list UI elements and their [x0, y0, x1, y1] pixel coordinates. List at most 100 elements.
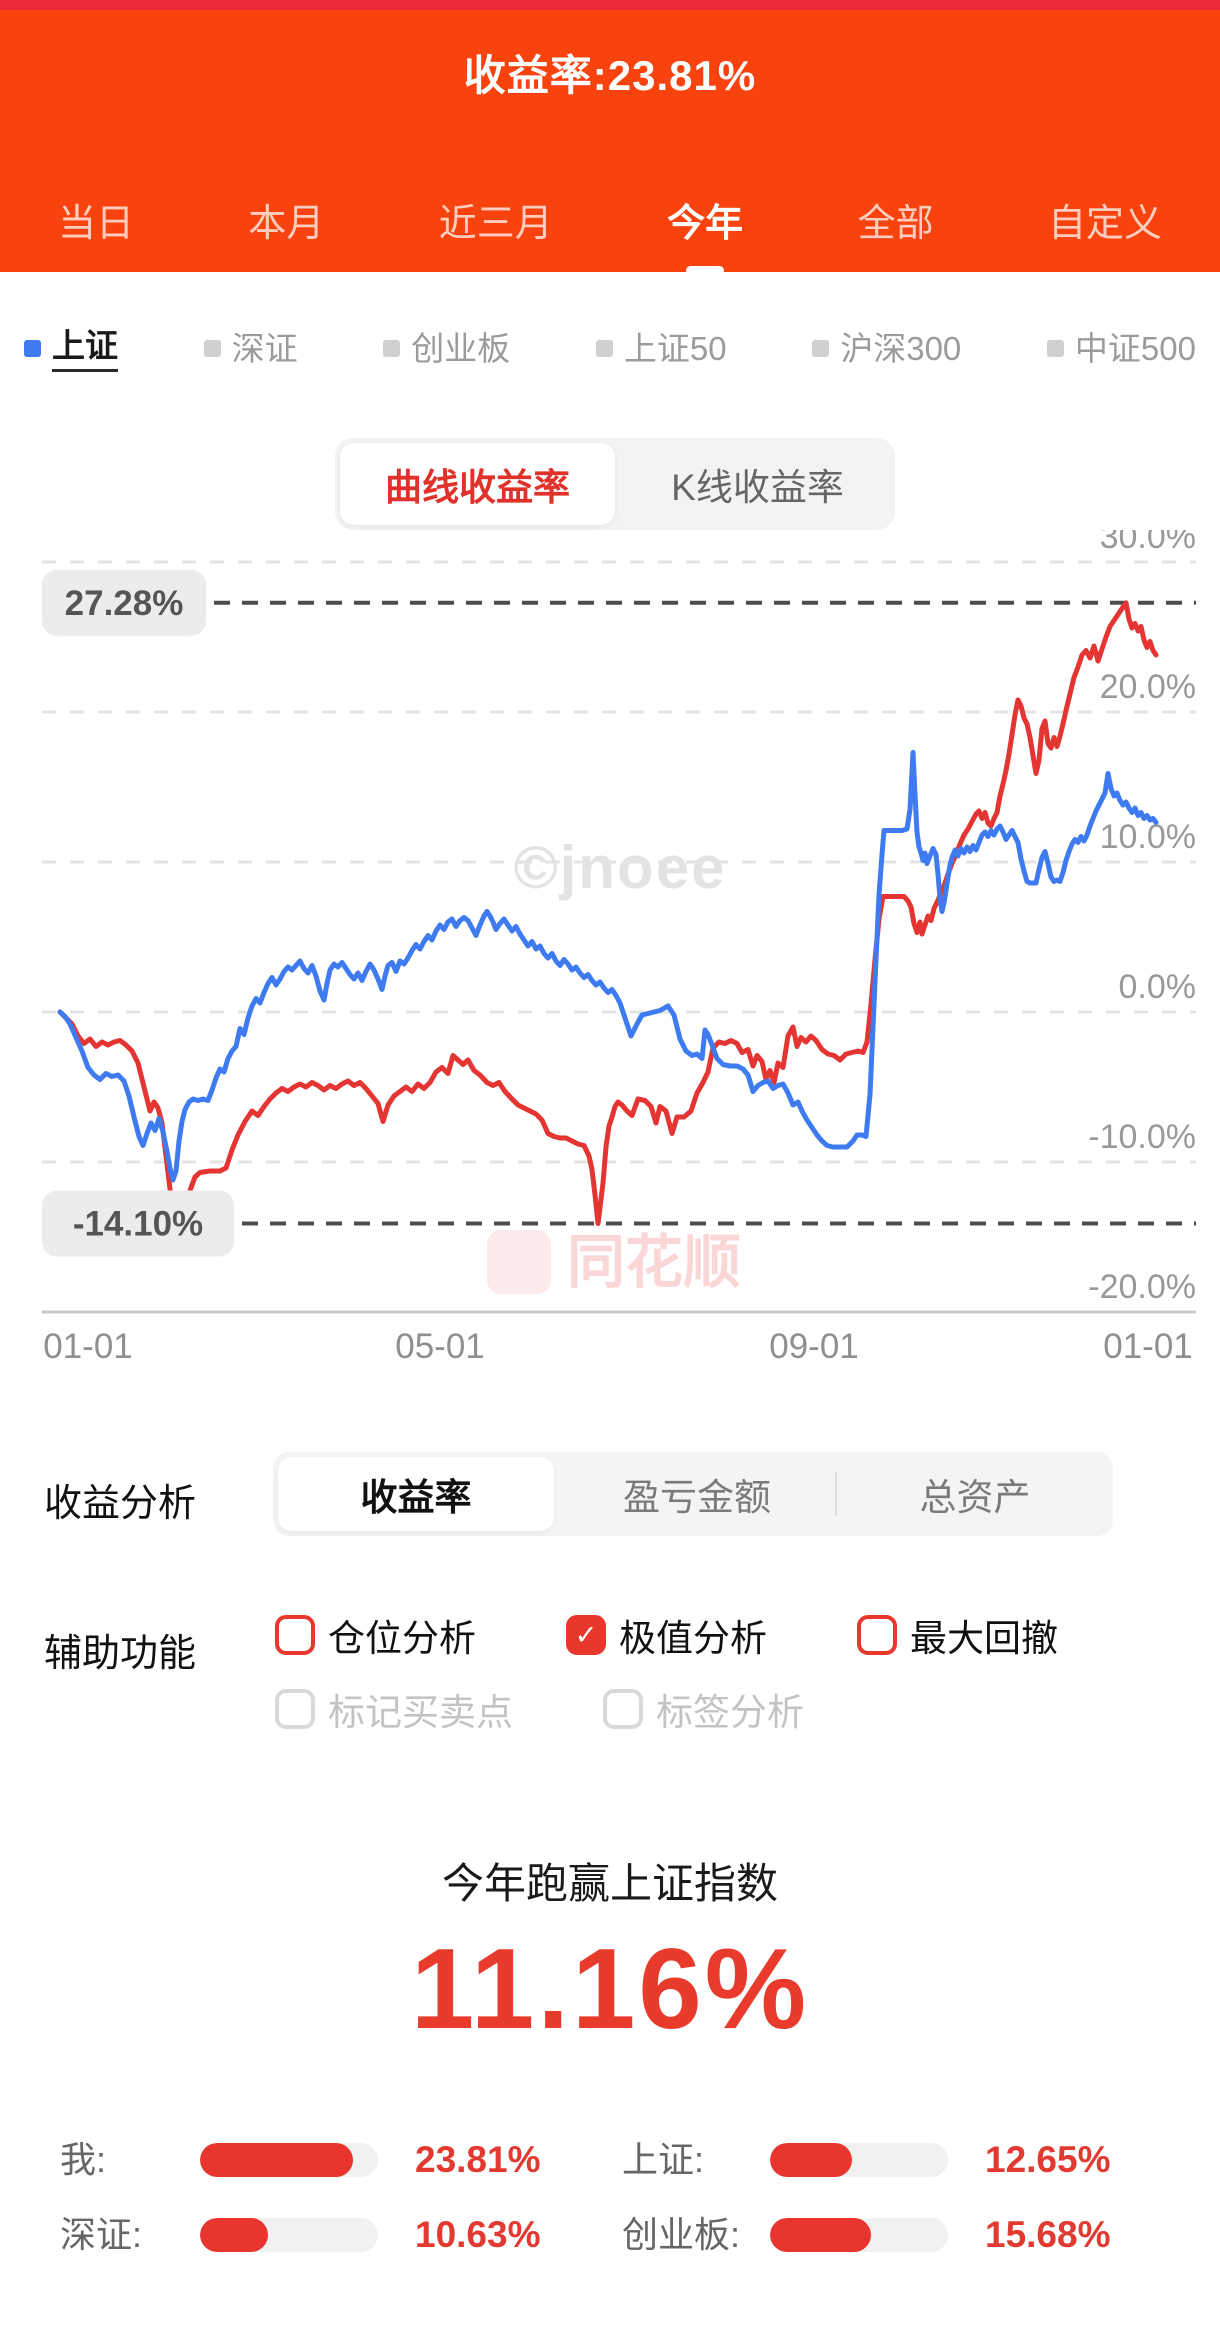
- legend-marker: [203, 340, 221, 358]
- aux-options-row1: 仓位分析 ✓ 极值分析 最大回撤: [275, 1608, 1058, 1662]
- stat-label: 我:: [60, 2139, 107, 2180]
- y-tick-label: 30.0%: [1100, 530, 1196, 556]
- legend-label: 中证500: [1074, 330, 1196, 367]
- stat-row-创业板: 创业板: 15.68%: [622, 2213, 1142, 2257]
- legend-item-中证500[interactable]: 中证500: [1046, 329, 1196, 369]
- legend-item-创业板[interactable]: 创业板: [383, 329, 510, 369]
- aux-option-标记买卖点[interactable]: 标记买卖点: [275, 1682, 513, 1736]
- tab-当日[interactable]: 当日: [58, 203, 135, 245]
- legend-marker: [812, 340, 830, 358]
- stat-value: 15.68%: [985, 2214, 1111, 2255]
- legend-label: 上证50: [623, 330, 727, 367]
- page-title: 收益率:23.81%: [463, 52, 757, 99]
- watermark-app-icon: [487, 1230, 551, 1294]
- summary-caption: 今年跑赢上证指数: [441, 1860, 778, 1907]
- annotation-label: -14.10%: [73, 1205, 203, 1244]
- period-tabs: 当日 本月 近三月 今年 全部 自定义: [0, 192, 1220, 281]
- x-tick-label: 01-01: [43, 1327, 133, 1366]
- stat-bar-fill: [200, 2218, 268, 2252]
- returns-chart: 30.0% 20.0% 10.0% 0.0% -10.0% -20.0% ©jnoee 同花顺…: [42, 518, 1197, 1366]
- checkbox-icon[interactable]: [603, 1689, 643, 1729]
- annotation-box: [42, 569, 206, 636]
- stat-label: 深证:: [60, 2214, 143, 2255]
- aux-option-仓位分析[interactable]: 仓位分析: [275, 1608, 476, 1662]
- checkbox-icon[interactable]: [275, 1615, 315, 1655]
- legend-label: 沪深300: [840, 330, 962, 367]
- analysis-tab-收益率[interactable]: 收益率: [278, 1457, 554, 1531]
- analysis-tab-总资产[interactable]: 总资产: [919, 1477, 1031, 1518]
- stat-row-上证: 上证: 12.65%: [622, 2138, 1142, 2182]
- aux-option-label: 最大回撤: [910, 1618, 1058, 1659]
- stat-row-深证: 深证: 10.63%: [60, 2213, 580, 2257]
- annotation-box: [42, 1190, 234, 1257]
- x-tick-label: 09-01: [769, 1327, 859, 1366]
- header: 收益率:23.81% 当日 本月 近三月 今年 全部 自定义: [0, 0, 1220, 275]
- checkbox-icon[interactable]: [857, 1615, 897, 1655]
- y-tick-label: 20.0%: [1100, 668, 1196, 706]
- aux-option-label: 标签分析: [656, 1692, 804, 1733]
- series-我的收益率: [57, 600, 1159, 1226]
- tab-本月[interactable]: 本月: [248, 203, 325, 245]
- chart-area[interactable]: 30.0% 20.0% 10.0% 0.0% -10.0% -20.0% ©jnoee 同花顺…: [0, 518, 1220, 1400]
- checkbox-checked-icon[interactable]: ✓: [566, 1615, 606, 1655]
- watermark-jnoee: ©jnoee: [514, 834, 727, 901]
- y-tick-label: 0.0%: [1119, 968, 1197, 1006]
- legend-item-上证50[interactable]: 上证50: [595, 329, 727, 369]
- tab-divider: [835, 1472, 837, 1516]
- analysis-tab-盈亏金额[interactable]: 盈亏金额: [623, 1477, 771, 1518]
- y-tick-label: 10.0%: [1100, 818, 1196, 856]
- stat-label: 上证:: [622, 2139, 705, 2180]
- toggle-曲线收益率[interactable]: 曲线收益率: [340, 443, 615, 525]
- stat-value: 12.65%: [985, 2139, 1111, 2180]
- stat-bar: [770, 2218, 948, 2252]
- y-tick-label: -20.0%: [1088, 1268, 1196, 1306]
- stat-bar: [200, 2143, 378, 2177]
- legend-marker: [383, 340, 401, 358]
- stat-bar: [200, 2218, 378, 2252]
- legend-item-沪深300[interactable]: 沪深300: [812, 329, 961, 369]
- legend-item-上证[interactable]: 上证: [24, 326, 118, 372]
- stat-bar-fill: [770, 2143, 852, 2177]
- legend-label: 上证: [52, 326, 118, 372]
- stat-label: 创业板:: [622, 2214, 741, 2255]
- aux-option-label: 仓位分析: [328, 1618, 476, 1659]
- checkbox-icon[interactable]: [275, 1689, 315, 1729]
- stat-value: 10.63%: [415, 2214, 541, 2255]
- aux-option-极值分析[interactable]: ✓ 极值分析: [566, 1608, 767, 1662]
- stat-bar: [770, 2143, 948, 2177]
- watermark-tonghuashun: 同花顺: [567, 1230, 741, 1295]
- analysis-section-label: 收益分析: [44, 1483, 197, 1525]
- aux-section-label: 辅助功能: [44, 1633, 197, 1675]
- legend-marker: [595, 340, 613, 358]
- stat-row-我: 我: 23.81%: [60, 2138, 580, 2182]
- stat-bar-fill: [770, 2218, 872, 2252]
- legend-label: 创业板: [411, 330, 511, 367]
- legend-marker: [24, 340, 41, 358]
- x-tick-label: 05-01: [395, 1327, 485, 1366]
- analysis-tabs: 收益率 盈亏金额 总资产: [273, 1452, 1113, 1536]
- toggle-K线收益率[interactable]: K线收益率: [671, 467, 844, 508]
- check-icon: ✓: [574, 1619, 598, 1650]
- chart-type-toggle: 曲线收益率 K线收益率: [335, 438, 895, 530]
- legend-item-深证[interactable]: 深证: [203, 329, 298, 369]
- tab-近三月[interactable]: 近三月: [438, 203, 553, 245]
- stat-bar-fill: [200, 2143, 354, 2177]
- tab-今年[interactable]: 今年: [667, 192, 743, 281]
- active-tab-underline: [686, 266, 725, 275]
- stat-value: 23.81%: [415, 2139, 541, 2180]
- legend-label: 深证: [231, 330, 298, 367]
- outperformance-value: 11.16%: [410, 1926, 810, 2053]
- annotation-label: 27.28%: [65, 584, 184, 623]
- aux-option-最大回撤[interactable]: 最大回撤: [857, 1608, 1058, 1662]
- aux-option-标签分析[interactable]: 标签分析: [603, 1682, 804, 1736]
- tab-自定义[interactable]: 自定义: [1047, 203, 1162, 245]
- aux-option-label: 极值分析: [619, 1618, 767, 1659]
- y-tick-label: -10.0%: [1088, 1118, 1196, 1156]
- status-bar-strip: [0, 0, 1220, 10]
- tab-全部[interactable]: 全部: [857, 203, 934, 245]
- aux-option-label: 标记买卖点: [328, 1692, 513, 1733]
- aux-options-row2: 标记买卖点 标签分析: [275, 1682, 804, 1736]
- series-上证: [57, 750, 1159, 1183]
- index-legend: 上证 深证 创业板 上证50 沪深300 中证500: [0, 326, 1220, 372]
